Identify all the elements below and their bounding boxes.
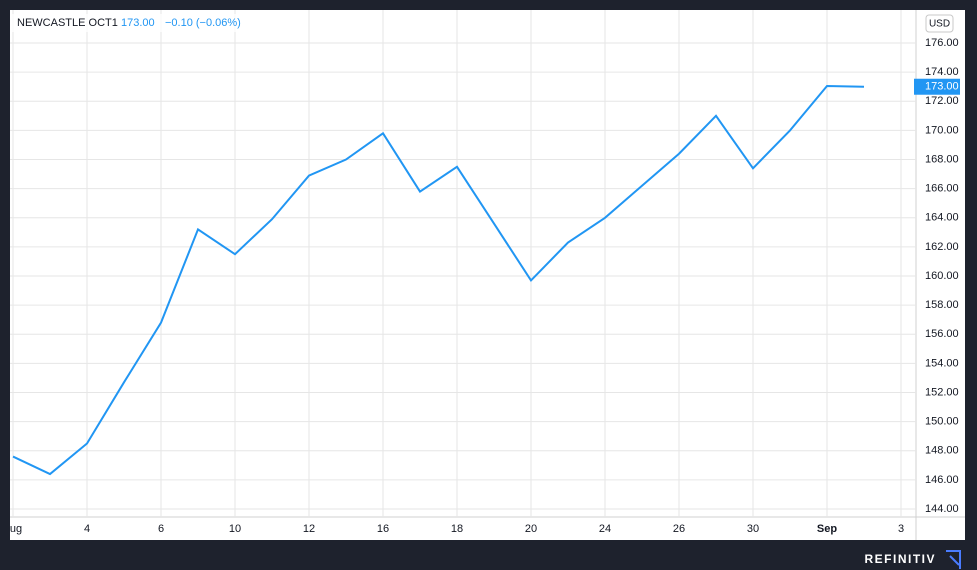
legend-bg — [10, 14, 260, 32]
y-tick-label: 154.00 — [925, 357, 959, 369]
last-price-tag — [914, 78, 960, 95]
y-tick-label: 174.00 — [925, 66, 959, 78]
y-tick-label: 164.00 — [925, 212, 959, 224]
last-price: 173.00 — [121, 17, 155, 29]
x-tick-label: Sep — [817, 523, 837, 535]
symbol: NEWCASTLE OCT1 — [17, 17, 118, 29]
y-tick-label: 152.00 — [925, 386, 959, 398]
currency: USD — [929, 19, 950, 30]
y-tick-label: 160.00 — [925, 270, 959, 282]
x-tick-label: 26 — [673, 523, 685, 535]
x-tick-label: 30 — [747, 523, 759, 535]
x-tick-label: 4 — [84, 523, 90, 535]
currency-box — [925, 14, 954, 33]
x-tick-label: 3 — [898, 523, 904, 535]
grid — [10, 10, 916, 517]
brand-logo — [946, 550, 961, 569]
x-tick-label: 24 — [599, 523, 611, 535]
x-tick-label: 6 — [158, 523, 164, 535]
x-tick-label: 18 — [451, 523, 463, 535]
y-tick-label: 176.00 — [925, 37, 959, 49]
y-tick-label: 170.00 — [925, 124, 959, 136]
chart-panel — [10, 10, 965, 540]
x-tick-label: 12 — [303, 523, 315, 535]
price-line — [12, 84, 865, 476]
y-tick-label: 148.00 — [925, 445, 959, 457]
last-price-tag-label: 173.00 — [925, 81, 959, 93]
y-tick-label: 144.00 — [925, 503, 959, 515]
brand: REFINITIV — [864, 552, 936, 566]
y-tick-label: 168.00 — [925, 153, 959, 165]
y-tick-label: 162.00 — [925, 241, 959, 253]
x-tick-label: ug — [10, 523, 22, 535]
change: −0.10 (−0.06%) — [165, 17, 241, 29]
marks — [12, 84, 865, 476]
y-tick-label: 156.00 — [925, 328, 959, 340]
y-tick-label: 150.00 — [925, 416, 959, 428]
y-tick-label: 146.00 — [925, 474, 959, 486]
x-tick-label: 10 — [229, 523, 241, 535]
y-tick-label: 158.00 — [925, 299, 959, 311]
x-tick-label: 16 — [377, 523, 389, 535]
x-tick-label: 20 — [525, 523, 537, 535]
y-tick-label: 166.00 — [925, 183, 959, 195]
y-tick-label: 172.00 — [925, 95, 959, 107]
